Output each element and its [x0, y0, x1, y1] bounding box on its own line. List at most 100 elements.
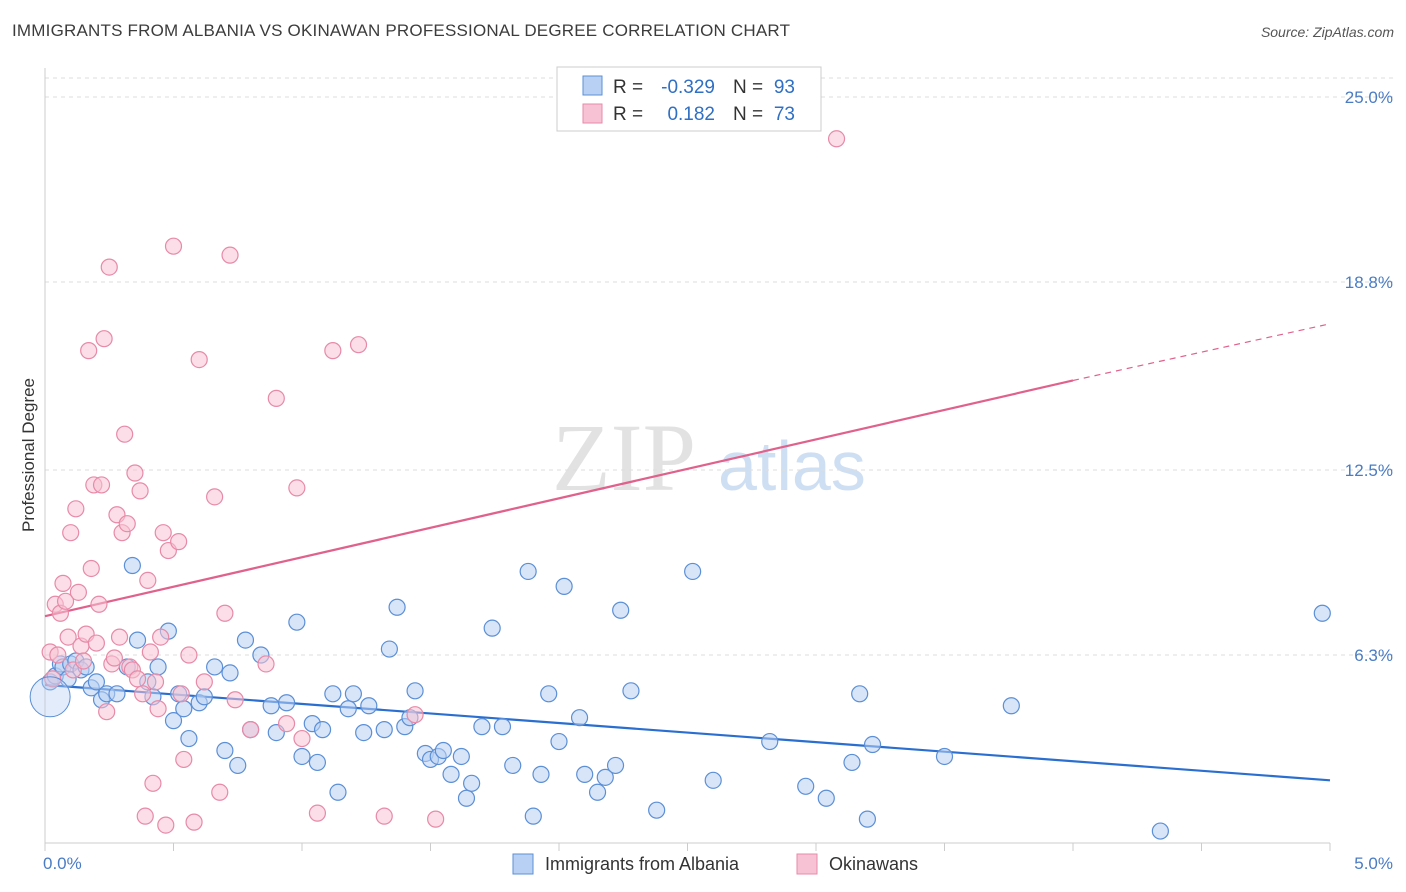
okinawan-point-1 — [44, 670, 62, 688]
albania-point-23 — [175, 700, 193, 718]
albania-point-78 — [622, 682, 640, 700]
albania-point-45 — [344, 685, 362, 703]
albania-point-60 — [457, 789, 476, 807]
albania-point-76 — [606, 756, 625, 775]
okinawan-point-23 — [100, 258, 118, 276]
okinawan-point-35 — [131, 482, 149, 500]
albania-point-84 — [817, 789, 835, 807]
okinawan-point-66 — [308, 804, 327, 822]
albania-point-71 — [555, 577, 573, 595]
okinawan-point-44 — [154, 524, 172, 542]
y-axis-label: Professional Degree — [19, 378, 38, 532]
chart-title: IMMIGRANTS FROM ALBANIA VS OKINAWAN PROF… — [12, 21, 791, 40]
legend-n-value-1: 93 — [774, 77, 795, 98]
albania-point-70 — [550, 732, 568, 751]
albania-point-89 — [935, 747, 954, 766]
albania-point-83 — [797, 777, 815, 795]
y-tick-label-3: 25.0% — [1345, 88, 1393, 107]
okinawan-point-22 — [98, 703, 116, 721]
okinawan-point-60 — [242, 721, 260, 739]
albania-point-88 — [863, 735, 882, 754]
albania-point-49 — [380, 640, 398, 658]
albania-point-15 — [123, 556, 141, 575]
albania-point-72 — [570, 709, 589, 727]
okinawan-point-58 — [221, 246, 239, 264]
okinawan-point-49 — [172, 685, 190, 703]
x-tick-label-0: 0.0% — [43, 854, 82, 873]
albania-point-53 — [406, 682, 424, 700]
okinawan-point-38 — [139, 571, 157, 590]
albania-point-40 — [308, 753, 327, 772]
legend-r-label-1: R = — [613, 77, 643, 98]
legend-n-value-2: 73 — [774, 104, 795, 125]
okinawan-point-42 — [149, 700, 167, 718]
albania-point-68 — [532, 765, 550, 783]
okinawan-trend-line-extension — [1072, 323, 1331, 382]
okinawan-point-59 — [226, 691, 244, 709]
albania-point-85 — [843, 753, 861, 772]
legend-r-value-2: 0.182 — [667, 104, 715, 125]
okinawan-point-5 — [54, 574, 72, 592]
albania-point-50 — [388, 598, 406, 616]
albania-point-86 — [851, 685, 869, 703]
okinawan-point-71 — [427, 810, 445, 828]
albania-point-10 — [87, 673, 106, 691]
albania-point-64 — [493, 718, 512, 736]
tick-labels: 6.3% 12.5% 18.8% 25.0% 0.0% 5.0% — [43, 88, 1393, 873]
okinawan-point-62 — [267, 389, 285, 407]
chart-source: Source: ZipAtlas.com — [1260, 24, 1394, 40]
okinawan-point-56 — [211, 783, 229, 801]
albania-point-19 — [149, 658, 167, 676]
okinawan-point-53 — [190, 350, 208, 369]
okinawan-point-19 — [90, 595, 108, 613]
okinawan-point-47 — [164, 237, 183, 255]
albania-point-65 — [504, 756, 522, 775]
okinawan-point-65 — [293, 729, 311, 748]
legend-r-label-2: R = — [613, 104, 643, 125]
okinawan-point-48 — [170, 533, 188, 551]
grid — [45, 77, 1395, 656]
albania-point-66 — [519, 562, 537, 581]
okinawan-point-39 — [141, 643, 159, 661]
albania-point-30 — [229, 756, 247, 775]
albania-point-46 — [355, 723, 373, 742]
albania-point-26 — [195, 688, 213, 706]
okinawan-point-8 — [62, 524, 80, 542]
okinawan-point-67 — [324, 342, 342, 360]
bottom-legend-label-okinawans: Okinawans — [829, 854, 918, 874]
bottom-legend-swatch-blue — [512, 853, 534, 875]
legend: R = -0.329 N = 93 R = 0.182 N = 73 — [556, 66, 822, 132]
albania-point-16 — [128, 631, 147, 649]
okinawan-point-41 — [146, 673, 165, 691]
okinawan-point-25 — [105, 649, 123, 667]
okinawan-point-6 — [56, 592, 75, 610]
albania-point-79 — [648, 801, 666, 819]
okinawan-point-64 — [288, 479, 306, 497]
okinawan-point-18 — [87, 634, 106, 652]
albania-point-73 — [576, 765, 594, 783]
legend-r-value-1: -0.329 — [661, 77, 715, 98]
albania-point-80 — [684, 562, 702, 581]
albania-point-41 — [313, 721, 332, 739]
okinawan-point-29 — [116, 425, 134, 443]
albania-point-59 — [452, 747, 470, 766]
okinawan-trend-line — [44, 379, 1074, 618]
albania-point-21 — [164, 712, 183, 730]
albania-point-44 — [339, 700, 357, 718]
y-tick-label-0: 6.3% — [1354, 646, 1393, 665]
albania-point-82 — [761, 732, 779, 751]
albania-point-77 — [612, 601, 630, 619]
albania-point-48 — [375, 721, 393, 739]
okinawan-point-54 — [195, 673, 213, 691]
legend-swatch-pink — [582, 103, 603, 124]
okinawan-point-70 — [406, 706, 424, 724]
x-tick-label-1: 5.0% — [1354, 854, 1393, 873]
albania-point-58 — [442, 765, 460, 783]
albania-point-13 — [108, 685, 126, 703]
bottom-legend: Immigrants from Albania Okinawans — [512, 853, 918, 875]
albania-point-63 — [483, 619, 501, 637]
albania-point-74 — [588, 783, 607, 801]
okinawan-point-55 — [206, 488, 224, 506]
albania-point-38 — [293, 747, 311, 766]
okinawan-point-52 — [185, 813, 203, 831]
